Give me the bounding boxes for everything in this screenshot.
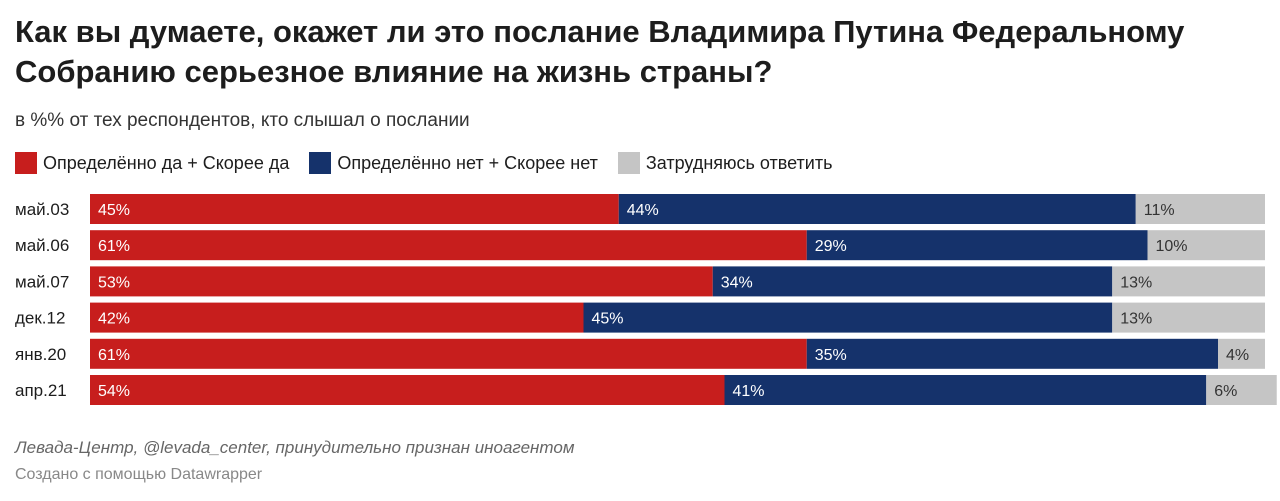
bar-segment-unsure <box>1147 230 1265 261</box>
category-label: май.03 <box>15 200 69 219</box>
chart-subtitle: в %% от тех респондентов, кто слышал о п… <box>15 110 470 131</box>
data-label-unsure: 13% <box>1120 274 1152 291</box>
data-label-yes: 45% <box>98 202 130 219</box>
bar-segment-yes <box>90 338 807 369</box>
chart-title: Как вы думаете, окажет ли это послание В… <box>15 14 1185 89</box>
data-label-yes: 53% <box>98 274 130 291</box>
bar-segment-yes <box>90 194 619 224</box>
bar-segment-unsure <box>1112 266 1265 297</box>
bar-segment-no <box>806 230 1148 261</box>
legend-swatch-unsure <box>617 152 640 174</box>
category-label: май.07 <box>15 272 69 291</box>
data-label-unsure: 13% <box>1120 311 1152 328</box>
data-label-unsure: 6% <box>1214 383 1237 400</box>
bar-segment-no <box>806 338 1218 369</box>
category-label: дек.12 <box>15 309 65 328</box>
datawrapper-credit[interactable]: Создано с помощью Datawrapper <box>15 466 263 483</box>
data-label-yes: 61% <box>98 347 130 364</box>
bar-segment-no <box>583 302 1113 333</box>
legend-swatch-no <box>309 152 332 174</box>
bar-segment-unsure <box>1218 338 1265 369</box>
bar-segment-no <box>712 266 1113 297</box>
bar-segment-yes <box>90 266 713 297</box>
data-label-no: 44% <box>627 202 659 219</box>
bar-segment-no <box>618 194 1136 224</box>
data-label-yes: 54% <box>98 383 130 400</box>
data-label-no: 34% <box>721 274 753 291</box>
category-label: янв.20 <box>15 345 66 364</box>
legend-label-no: Определённо нет + Скорее нет <box>337 152 598 173</box>
data-label-no: 45% <box>592 311 624 328</box>
data-label-unsure: 10% <box>1156 238 1188 255</box>
bar-segment-yes <box>90 302 584 333</box>
legend: Определённо да + Скорее да Определённо н… <box>15 152 852 174</box>
bar-segment-unsure <box>1135 194 1265 224</box>
legend-item-yes: Определённо да + Скорее да <box>15 152 289 174</box>
legend-item-unsure: Затрудняюсь ответить <box>617 152 833 174</box>
data-label-unsure: 11% <box>1144 202 1175 219</box>
bar-segment-unsure <box>1206 375 1277 405</box>
legend-item-no: Определённо нет + Скорее нет <box>309 152 598 174</box>
legend-label-yes: Определённо да + Скорее да <box>43 152 290 173</box>
data-label-yes: 61% <box>98 238 130 255</box>
data-label-yes: 42% <box>98 311 130 328</box>
data-label-no: 29% <box>815 238 847 255</box>
bar-segment-yes <box>90 230 807 261</box>
stacked-bar-chart: май.03 45% 44% 11% май.06 61% 29% 10% май.07 53% 3… <box>15 194 1277 405</box>
source-note: Левада-Центр, @levada_center, принудител… <box>15 438 575 457</box>
data-label-no: 41% <box>733 383 765 400</box>
category-label: апр.21 <box>15 381 67 400</box>
category-label: май.06 <box>15 236 69 255</box>
legend-swatch-yes <box>15 152 37 174</box>
data-label-unsure: 4% <box>1226 347 1249 364</box>
bar-segment-unsure <box>1112 302 1265 333</box>
bar-segment-no <box>724 375 1207 405</box>
legend-label-unsure: Затрудняюсь ответить <box>645 152 833 173</box>
bar-segment-yes <box>90 375 725 405</box>
data-label-no: 35% <box>815 347 847 364</box>
